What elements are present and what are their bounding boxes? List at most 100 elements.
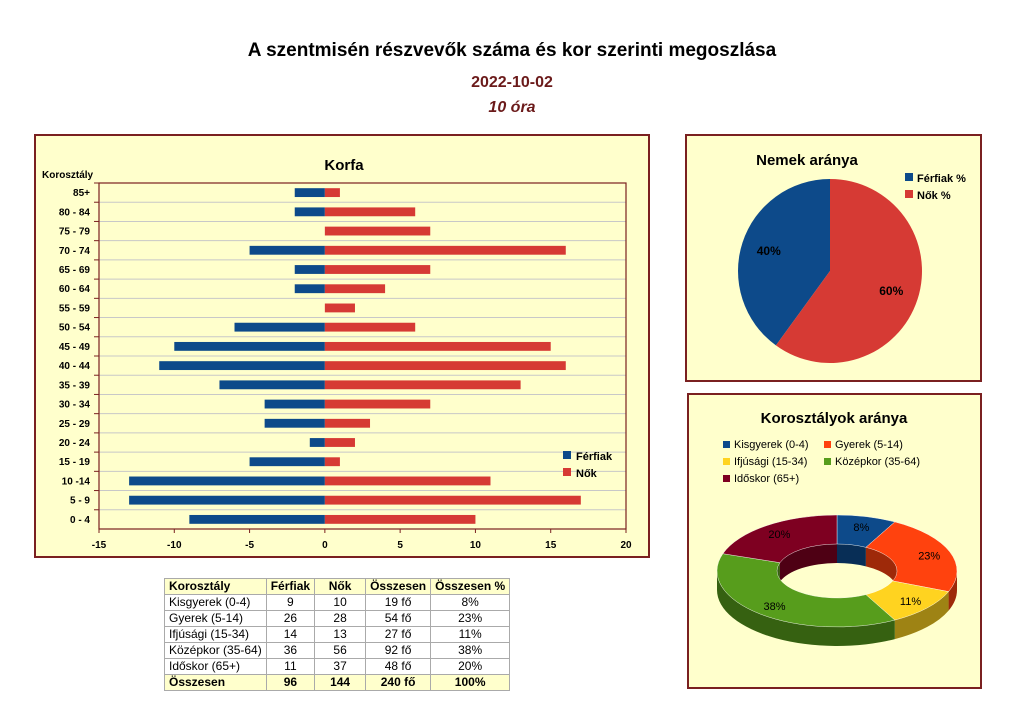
table-cell: 37: [314, 658, 367, 675]
category-label: 30 - 34: [59, 400, 91, 411]
bar-ferfiak: [249, 457, 325, 467]
legend-label: Ifjúsági (15-34): [734, 456, 807, 468]
table-row: Időskor (65+) 11 37 48 fő 20%: [164, 658, 511, 675]
legend-swatch: [723, 441, 730, 448]
legend-swatch: [905, 190, 913, 198]
bar-ferfiak: [294, 188, 325, 198]
donut-side: [717, 571, 895, 646]
bar-nok: [324, 361, 566, 371]
category-label: 50 - 54: [59, 323, 91, 334]
bar-nok: [324, 476, 491, 486]
table-cell: 92 fő: [365, 642, 432, 659]
donut-inner-wall: [865, 547, 897, 590]
donut-slice: [722, 514, 838, 563]
donut-slice: [865, 521, 958, 592]
bar-nok: [324, 438, 355, 447]
data-label: 8%: [853, 522, 869, 534]
table-row: Középkor (35-64) 36 56 92 fő 38%: [164, 642, 511, 659]
category-label: 55 - 59: [59, 303, 91, 314]
age-donut-chart: Korosztályok aránya Kisgyerek (0-4) Gyerek…: [716, 410, 958, 646]
y-axis-label: Korosztály: [42, 170, 94, 181]
table-cell: 9: [265, 594, 316, 611]
korfa-chart: Korfa Korosztály 85+ 80 - 84 75 - 79 70 - 74 6…: [42, 157, 632, 551]
category-label: 5 - 9: [70, 496, 90, 507]
data-label: 60%: [879, 284, 903, 298]
data-label: 11%: [900, 596, 921, 608]
category-label: 15 - 19: [59, 457, 91, 468]
bar-ferfiak: [294, 207, 325, 217]
data-label: 38%: [764, 601, 786, 613]
bar-ferfiak: [294, 265, 325, 274]
category-label: 10 -14: [62, 476, 91, 487]
header-cell: Nők: [314, 578, 367, 595]
bar-nok: [324, 188, 340, 198]
summary-table: Korosztály Férfiak Nők Összesen Összesen…: [164, 578, 511, 691]
header-cell: Korosztály: [164, 578, 267, 595]
bar-nok: [324, 265, 431, 274]
table-cell: Ifjúsági (15-34): [164, 626, 267, 643]
legend-swatch: [824, 441, 831, 448]
page-date: 2022-10-02: [471, 74, 553, 91]
table-cell: 100%: [430, 674, 511, 691]
table-row: Gyerek (5-14) 26 28 54 fő 23%: [164, 610, 511, 627]
bar-ferfiak: [309, 438, 325, 447]
pie-slice: [738, 179, 830, 346]
bar-nok: [324, 322, 416, 332]
bar-ferfiak: [219, 380, 325, 390]
legend-label: Kisgyerek (0-4): [734, 439, 809, 451]
table-cell: Időskor (65+): [164, 658, 267, 675]
category-label: 65 - 69: [59, 265, 91, 276]
bar-ferfiak: [174, 341, 325, 351]
gender-pie-chart: Nemek aránya 40% 60% Férfiak % Nők %: [738, 152, 966, 363]
table-cell: 13: [314, 626, 367, 643]
table-row: Ifjúsági (15-34) 14 13 27 fő 11%: [164, 626, 511, 643]
header-cell: Férfiak: [265, 578, 316, 595]
x-tick-label: -10: [167, 540, 182, 551]
table-cell: 20%: [430, 658, 511, 675]
page-title: A szentmisén részvevők száma és kor szer…: [247, 40, 777, 61]
donut-side: [948, 571, 957, 611]
x-tick-label: 5: [397, 540, 403, 551]
category-label: 35 - 39: [59, 380, 91, 391]
bar-nok: [324, 418, 371, 428]
donut-slice: [716, 553, 896, 628]
category-label: 40 - 44: [59, 361, 91, 372]
x-tick-label: 0: [322, 540, 328, 551]
table-cell: 38%: [430, 642, 511, 659]
category-label: 20 - 24: [59, 438, 91, 449]
legend-label: Nők %: [917, 190, 951, 202]
bar-ferfiak: [294, 284, 325, 294]
legend-label: Időskor (65+): [734, 473, 799, 485]
category-label: 80 - 84: [59, 207, 91, 218]
table-header-row: Korosztály Férfiak Nők Összesen Összesen…: [164, 578, 511, 595]
donut-inner-wall: [779, 544, 837, 582]
legend-swatch: [563, 451, 571, 459]
x-tick-label: 20: [620, 540, 632, 551]
bar-ferfiak: [249, 245, 325, 255]
table-cell: 144: [314, 674, 367, 691]
bar-ferfiak: [189, 514, 325, 524]
bar-nok: [324, 245, 566, 255]
korfa-chart-panel: Korfa Korosztály 85+ 80 - 84 75 - 79 70 - 74 6…: [34, 134, 650, 558]
legend-label: Középkor (35-64): [835, 456, 920, 468]
table-cell: 48 fő: [365, 658, 432, 675]
bar-nok: [324, 207, 416, 217]
table-cell: 36: [265, 642, 316, 659]
age-donut-panel: Korosztályok aránya Kisgyerek (0-4) Gyerek…: [687, 393, 982, 689]
table-total-row: Összesen 96 144 240 fő 100%: [164, 674, 511, 691]
chart-title: Korfa: [324, 157, 364, 174]
category-label: 75 - 79: [59, 227, 91, 238]
legend-label: Gyerek (5-14): [835, 439, 903, 451]
x-tick-label: -15: [92, 540, 107, 551]
table-cell: 56: [314, 642, 367, 659]
gender-pie-panel: Nemek aránya 40% 60% Férfiak % Nők %: [685, 134, 982, 382]
bar-ferfiak: [129, 476, 325, 486]
bar-nok: [324, 457, 340, 467]
chart-title: Nemek aránya: [756, 152, 858, 169]
table-cell: 28: [314, 610, 367, 627]
table-cell: 10: [314, 594, 367, 611]
bar-ferfiak: [234, 322, 325, 332]
bar-nok: [324, 303, 355, 313]
category-label: 60 - 64: [59, 284, 91, 295]
donut-inner-wall: [837, 544, 866, 567]
